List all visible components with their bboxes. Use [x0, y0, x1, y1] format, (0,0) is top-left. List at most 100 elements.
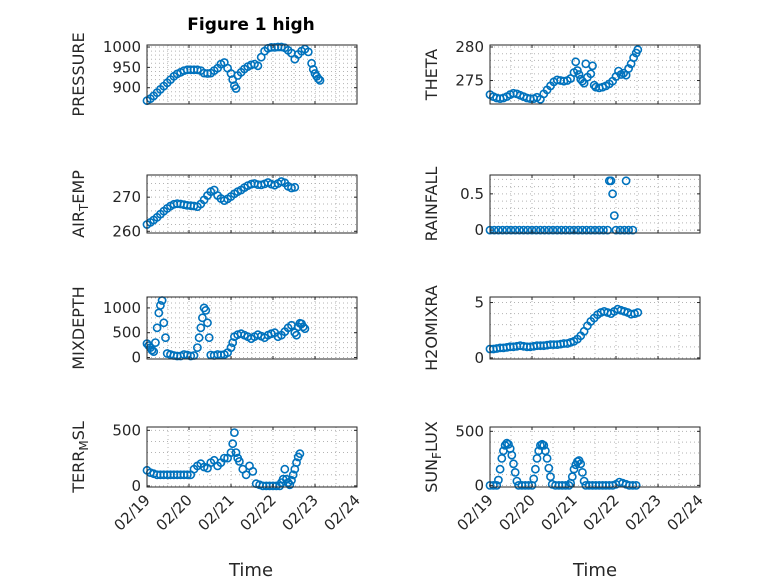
- data-point: [573, 225, 583, 235]
- data-point: [152, 323, 162, 333]
- y-tick-label: 1000: [103, 299, 141, 317]
- data-point: [194, 333, 204, 343]
- data-point: [569, 225, 579, 235]
- y-axis-label-theta: THETA: [422, 49, 441, 101]
- data-point: [276, 42, 286, 52]
- data-point: [510, 467, 520, 477]
- data-point: [303, 47, 313, 57]
- data-point: [557, 225, 566, 235]
- data-point: [548, 225, 558, 235]
- axes-background: [490, 427, 700, 487]
- data-point: [493, 225, 503, 235]
- data-point: [633, 308, 643, 317]
- y-tick-label: 280: [455, 38, 484, 56]
- data-point: [571, 57, 581, 67]
- data-point: [150, 338, 160, 347]
- data-point: [565, 225, 575, 235]
- data-point: [280, 464, 290, 474]
- data-point: [313, 74, 323, 84]
- y-tick-label: 950: [112, 58, 141, 76]
- data-point: [315, 76, 325, 85]
- data-point: [624, 225, 633, 235]
- data-point: [573, 66, 582, 75]
- y-tick-label: 500: [112, 324, 141, 342]
- data-point: [241, 470, 251, 480]
- figure-title: Figure 1 high: [187, 15, 315, 35]
- data-point: [292, 330, 301, 340]
- y-axis-label-rainfall: RAINFALL: [422, 167, 441, 242]
- data-point: [620, 225, 629, 235]
- data-point: [253, 61, 263, 71]
- data-series-air_temp: [142, 177, 300, 229]
- data-point: [519, 225, 528, 235]
- data-point: [155, 300, 165, 310]
- y-axis-label-terr_msl: TERRMSL: [69, 421, 91, 494]
- axes-frame: [146, 296, 358, 360]
- subplot-rainfall: 0 0.5 RAINFALL: [422, 167, 701, 242]
- y-tick-label: 260: [112, 222, 141, 240]
- data-point: [502, 225, 512, 235]
- data-point: [576, 459, 586, 469]
- subplot-pressure: 900 950 1000 PRESSURE: [69, 32, 358, 117]
- data-point: [197, 313, 207, 323]
- data-point: [603, 225, 612, 235]
- data-point: [204, 333, 214, 343]
- data-point: [287, 475, 296, 485]
- data-point: [531, 225, 541, 235]
- data-point: [226, 448, 236, 457]
- y-tick-label: 500: [112, 421, 141, 439]
- data-point: [523, 225, 533, 235]
- data-point: [515, 225, 524, 235]
- data-point: [586, 69, 596, 79]
- data-point: [586, 225, 596, 235]
- data-point: [561, 480, 570, 490]
- data-point: [552, 225, 562, 235]
- data-point: [231, 448, 241, 457]
- data-point: [590, 225, 600, 235]
- data-point: [594, 225, 604, 235]
- data-point: [192, 65, 202, 75]
- data-point: [300, 324, 310, 334]
- data-point: [290, 182, 300, 192]
- data-point: [542, 453, 552, 463]
- y-axis-label-air_temp: AIRTEMP: [69, 170, 91, 238]
- y-tick-label: 0: [131, 349, 141, 367]
- data-point: [621, 176, 631, 186]
- data-point: [529, 474, 539, 484]
- data-point: [507, 450, 517, 460]
- y-tick-label: 0: [474, 221, 484, 239]
- y-tick-label: 0: [131, 477, 141, 495]
- subplot-h2omixra: 0 5 H2OMIXRA: [422, 285, 701, 371]
- x-axis-label-left: Time: [228, 560, 273, 581]
- data-point: [544, 463, 554, 473]
- data-point: [609, 211, 619, 220]
- data-point: [628, 480, 638, 490]
- y-tick-label: 500: [455, 422, 484, 440]
- data-point: [182, 470, 192, 480]
- y-axis-label-h2omixra: H2OMIXRA: [422, 285, 441, 371]
- data-point: [544, 225, 554, 235]
- data-point: [579, 476, 589, 486]
- data-series-h2omixra: [485, 304, 643, 354]
- data-point: [234, 456, 244, 466]
- y-tick-label: 1000: [103, 38, 141, 56]
- x-axis-label-right: Time: [572, 560, 617, 581]
- grid-lines: [489, 297, 701, 359]
- data-series-sun_flux: [485, 438, 641, 490]
- y-axis-label-sun_flux: SUNFLUX: [422, 421, 444, 493]
- axes-frame: [489, 426, 701, 488]
- data-point: [196, 323, 206, 333]
- subplot-theta: 275 280 THETA: [422, 38, 701, 105]
- axes-frame: [489, 296, 701, 360]
- data-point: [498, 225, 507, 235]
- axes-frame: [489, 174, 701, 234]
- data-point: [624, 64, 633, 73]
- data-point: [493, 475, 503, 485]
- data-point: [292, 458, 301, 467]
- data-point: [633, 45, 643, 55]
- data-point: [285, 480, 295, 490]
- data-point: [201, 305, 211, 315]
- data-point: [161, 333, 170, 343]
- data-point: [539, 440, 549, 450]
